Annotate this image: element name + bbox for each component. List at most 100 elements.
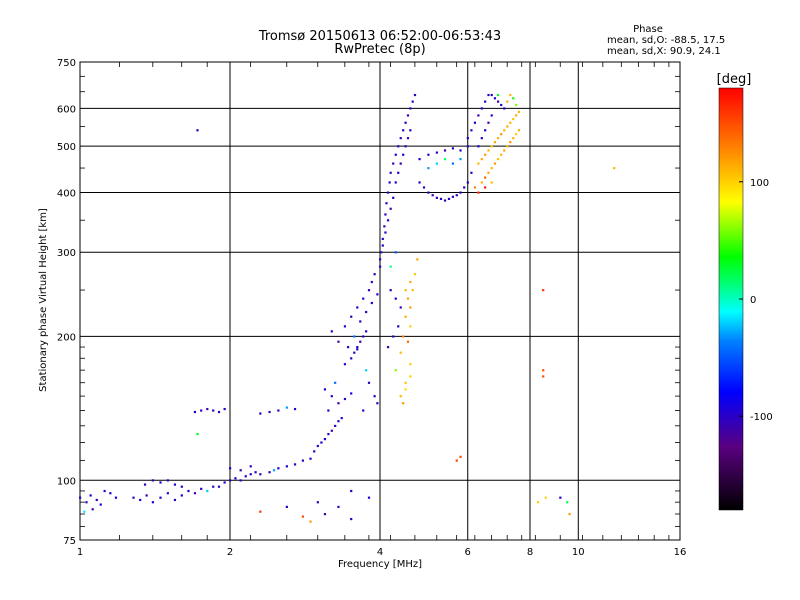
data-point [301, 515, 305, 518]
data-point [356, 346, 359, 349]
data-point [337, 402, 340, 405]
data-point [229, 467, 232, 470]
data-point [566, 501, 569, 504]
data-point [159, 496, 162, 499]
data-point [443, 158, 447, 161]
data-point [404, 121, 407, 124]
data-point [509, 121, 512, 124]
data-point [380, 251, 383, 254]
data-point [373, 395, 376, 398]
data-point [506, 125, 509, 128]
data-point [392, 196, 395, 199]
data-point [180, 485, 183, 488]
data-point [399, 137, 402, 140]
data-point [356, 306, 359, 309]
data-point [473, 121, 477, 124]
data-point [159, 481, 162, 484]
y-tick-label: 500 [57, 142, 76, 153]
data-point [327, 409, 330, 412]
data-point [496, 100, 500, 103]
data-point [389, 265, 392, 268]
data-point [103, 489, 106, 493]
data-point [353, 335, 356, 338]
data-point [362, 409, 365, 412]
data-point [362, 335, 365, 338]
data-point [409, 129, 412, 132]
data-point [285, 406, 288, 409]
data-point [239, 469, 242, 472]
data-point [422, 186, 426, 189]
data-point [132, 496, 135, 499]
data-point [337, 420, 340, 423]
data-point [500, 153, 503, 156]
data-point [506, 145, 509, 148]
data-point [389, 289, 392, 292]
y-tick-label: 300 [57, 248, 76, 259]
data-point [506, 100, 509, 103]
data-point [373, 273, 376, 276]
data-point [206, 407, 209, 411]
data-point [496, 93, 500, 97]
y-tick-label: 200 [57, 332, 76, 343]
data-point [402, 153, 405, 156]
data-point [389, 171, 392, 174]
stats-o-mode: mean, sd,O: -88.5, 17.5 [607, 35, 725, 46]
data-point [455, 194, 458, 197]
data-point [350, 392, 353, 395]
data-point [196, 129, 199, 132]
data-point [309, 457, 312, 460]
data-point [99, 503, 102, 506]
data-point [500, 133, 503, 136]
data-point [397, 171, 400, 174]
data-point [95, 498, 98, 502]
data-point [509, 141, 512, 144]
y-tick-label: 100 [57, 476, 76, 487]
x-tick-label: 8 [527, 547, 533, 558]
data-point [470, 129, 473, 132]
data-point [435, 162, 438, 165]
data-point [114, 496, 118, 499]
data-point [217, 410, 221, 414]
data-point [463, 186, 466, 189]
data-point [394, 369, 397, 372]
data-point [477, 191, 480, 194]
data-point [451, 147, 455, 150]
x-axis-label: Frequency [MHz] [338, 559, 422, 570]
data-point [249, 473, 252, 476]
data-point [459, 455, 462, 458]
data-point [259, 510, 262, 513]
data-point [487, 171, 490, 174]
data-point [389, 207, 392, 210]
data-point [406, 297, 410, 300]
data-point [517, 110, 521, 114]
data-point [350, 489, 353, 493]
y-tick-label: 75 [63, 536, 76, 547]
y-tick-label: 400 [57, 188, 76, 199]
data-point [268, 471, 271, 474]
data-point [451, 195, 455, 198]
data-point [323, 388, 327, 391]
data-point [409, 280, 412, 284]
data-point [503, 107, 506, 110]
data-point [536, 501, 540, 504]
data-point [487, 93, 490, 97]
data-point [259, 473, 262, 476]
data-point [309, 520, 312, 523]
data-point [217, 485, 221, 488]
data-point [388, 181, 391, 184]
data-point [512, 137, 515, 140]
data-point [402, 129, 405, 132]
data-point [409, 363, 412, 366]
data-point [316, 444, 319, 448]
data-point [383, 225, 386, 228]
data-point [384, 213, 387, 216]
data-point [365, 369, 368, 372]
data-point [223, 407, 226, 411]
data-point [484, 186, 487, 189]
data-point [79, 496, 82, 499]
data-point [477, 162, 480, 165]
data-point [409, 325, 412, 328]
data-point [212, 485, 215, 488]
data-point [379, 265, 382, 268]
data-point [254, 471, 257, 474]
